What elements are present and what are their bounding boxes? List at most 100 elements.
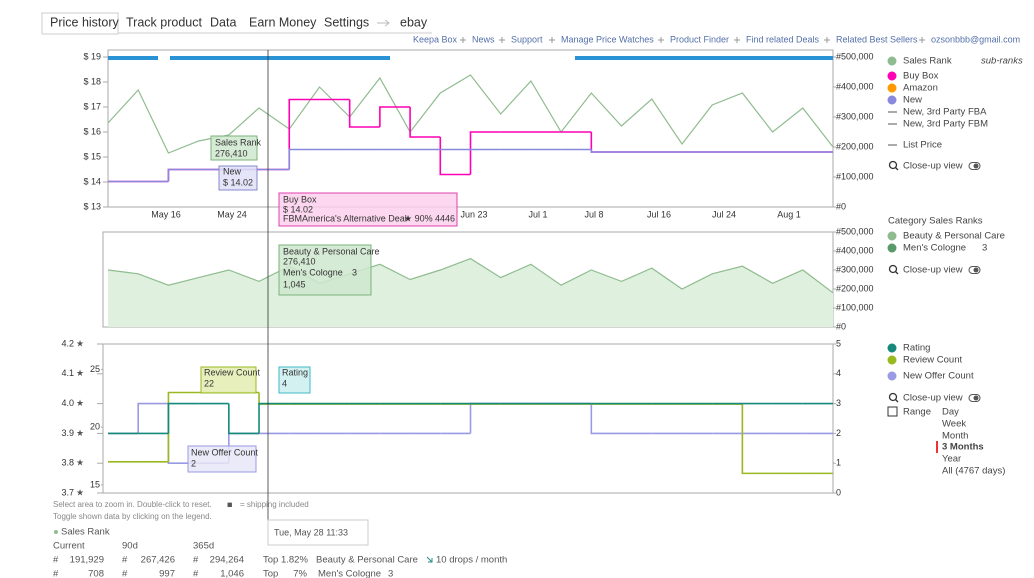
- legend-entry[interactable]: New, 3rd Party FBM: [903, 119, 988, 130]
- top-link[interactable]: Manage Price Watches: [561, 34, 654, 44]
- tooltip-value: 4: [282, 378, 287, 388]
- stats-cell: #: [193, 569, 199, 578]
- link-separator: [734, 37, 740, 43]
- legend-entry[interactable]: Amazon: [903, 83, 938, 94]
- range-option[interactable]: 3 Months: [942, 442, 984, 453]
- tab[interactable]: Settings: [324, 15, 369, 29]
- legend-entry[interactable]: List Price: [903, 140, 942, 151]
- x-tick-label: Jul 24: [712, 209, 736, 219]
- y-tick-label: 3.9: [61, 428, 74, 438]
- calendar-icon: [887, 406, 898, 417]
- link-separator: [919, 37, 925, 43]
- stats-cell: 708: [88, 569, 104, 578]
- x-tick-label: Jul 1: [528, 209, 547, 219]
- top-link[interactable]: Support: [511, 34, 543, 44]
- availability-bar: [108, 56, 833, 60]
- legend-dot: [887, 231, 897, 241]
- legend-entry[interactable]: Review Count: [903, 355, 962, 366]
- toggle-knob: [973, 163, 979, 169]
- sub-ranks-link[interactable]: sub-ranks: [981, 56, 1023, 67]
- stats-cell: #: [122, 569, 128, 578]
- y2-tick-label: #0: [836, 201, 846, 211]
- search-icon: [888, 392, 898, 402]
- search-icon: [895, 399, 899, 403]
- stats-cell: Top: [263, 569, 278, 578]
- stats-cell: 267,426: [141, 555, 175, 566]
- top-link[interactable]: Find related Deals: [746, 34, 820, 44]
- x-tick-label: May 16: [151, 209, 181, 219]
- rating-step: [167, 391, 199, 462]
- range-option[interactable]: Year: [942, 454, 961, 465]
- star-icon: ★: [76, 487, 84, 497]
- legend-dot: [887, 371, 897, 381]
- tooltip-title: Rating: [282, 367, 308, 377]
- stats-cell: Top 1.82%: [263, 555, 308, 566]
- stats-cell: 191,929: [70, 555, 104, 566]
- legend-entry[interactable]: New, 3rd Party FBA: [903, 107, 987, 118]
- review-tick-label: 20: [90, 422, 100, 432]
- price-step: [469, 131, 501, 175]
- tab[interactable]: Track product: [126, 15, 202, 29]
- y2-tick-label: #100,000: [836, 302, 874, 312]
- active-tab-box: [41, 12, 119, 35]
- rating-step: [590, 403, 622, 435]
- stats-header: 90d: [122, 541, 138, 552]
- top-link[interactable]: Related Best Sellers: [836, 34, 918, 44]
- range-option[interactable]: All (4767 days): [942, 466, 1005, 477]
- hint: Toggle shown data by clicking on the leg…: [53, 512, 212, 521]
- price-step: [379, 106, 411, 127]
- legend-entry[interactable]: New Offer Count: [903, 371, 974, 382]
- hint: Select area to zoom in. Double-click to …: [53, 500, 212, 509]
- search-icon: [895, 271, 899, 275]
- rating-step: [167, 402, 199, 434]
- x-tick-label: May 24: [217, 209, 247, 219]
- legend-entry[interactable]: Rating: [903, 343, 930, 354]
- stats-cell: 7%: [293, 569, 307, 578]
- top-link[interactable]: Keepa Box: [413, 34, 458, 44]
- closeup-toggle[interactable]: Close-up view: [903, 393, 963, 404]
- rating-step: [741, 404, 773, 475]
- top-link[interactable]: News: [472, 34, 495, 44]
- y2-tick-label: 5: [836, 338, 841, 348]
- tooltip-value: 276,410: [215, 148, 248, 158]
- range-option[interactable]: Week: [942, 419, 966, 430]
- tooltip-count: 4446: [435, 213, 455, 223]
- range-label: Range: [903, 407, 931, 418]
- tab[interactable]: Price history: [50, 15, 120, 29]
- star-icon: ★: [76, 338, 84, 348]
- closeup-toggle[interactable]: Close-up view: [903, 161, 963, 172]
- closeup-toggle[interactable]: Close-up view: [903, 265, 963, 276]
- hint: = shipping included: [240, 500, 309, 509]
- top-link[interactable]: ozsonbbb@gmail.com: [931, 34, 1020, 44]
- price-step: [288, 148, 320, 170]
- tab[interactable]: ebay: [400, 15, 428, 29]
- tooltip-title: New: [223, 166, 242, 176]
- category-rank-line: [107, 257, 834, 294]
- review-tick-label: 15: [90, 479, 100, 489]
- range-option[interactable]: Month: [942, 431, 968, 442]
- legend-entry[interactable]: Men's Cologne: [903, 243, 966, 254]
- legend-entry[interactable]: Sales Rank: [903, 56, 952, 67]
- tooltip-title: Buy Box: [283, 194, 317, 204]
- tooltip-box: [200, 366, 257, 394]
- range-option[interactable]: Day: [942, 407, 959, 418]
- legend-entry[interactable]: Beauty & Personal Care: [903, 231, 1005, 242]
- link-separator: [499, 37, 505, 43]
- y2-tick-label: #0: [836, 321, 846, 331]
- search-icon: [888, 160, 898, 170]
- rating-step: [137, 402, 169, 434]
- stats-cell: #: [53, 569, 59, 578]
- tab[interactable]: Earn Money: [249, 15, 317, 29]
- tooltip-seller: America's Alternative Deal: [302, 213, 407, 223]
- stats-cell: 3: [388, 569, 393, 578]
- truck-icon: ■: [227, 499, 232, 509]
- star-icon: ★: [76, 458, 84, 468]
- tooltip-value: $ 14.02: [223, 177, 253, 187]
- legend-entry[interactable]: New: [903, 95, 922, 106]
- tab[interactable]: Data: [210, 15, 236, 29]
- tooltip-value: 276,410: [283, 256, 316, 266]
- top-link[interactable]: Product Finder: [670, 34, 729, 44]
- legend-entry[interactable]: Buy Box: [903, 71, 939, 82]
